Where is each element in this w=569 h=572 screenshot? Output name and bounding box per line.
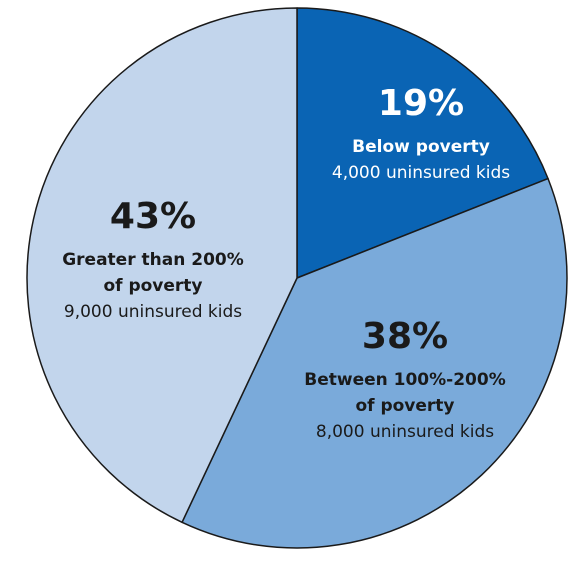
slice-count-label: 4,000 uninsured kids [332,163,510,183]
slice-category-label: of poverty [103,276,202,296]
slice-count-label: 8,000 uninsured kids [316,422,494,442]
slice-count-label: 9,000 uninsured kids [64,302,242,322]
slice-category-label: of poverty [355,396,454,416]
slice-percent-label: 43% [110,196,196,237]
slice-category-label: Below poverty [352,137,490,157]
slice-percent-label: 19% [378,83,464,124]
slice-percent-label: 38% [362,316,448,357]
slice-category-label: Greater than 200% [62,250,244,270]
slice-category-label: Between 100%-200% [304,370,506,390]
